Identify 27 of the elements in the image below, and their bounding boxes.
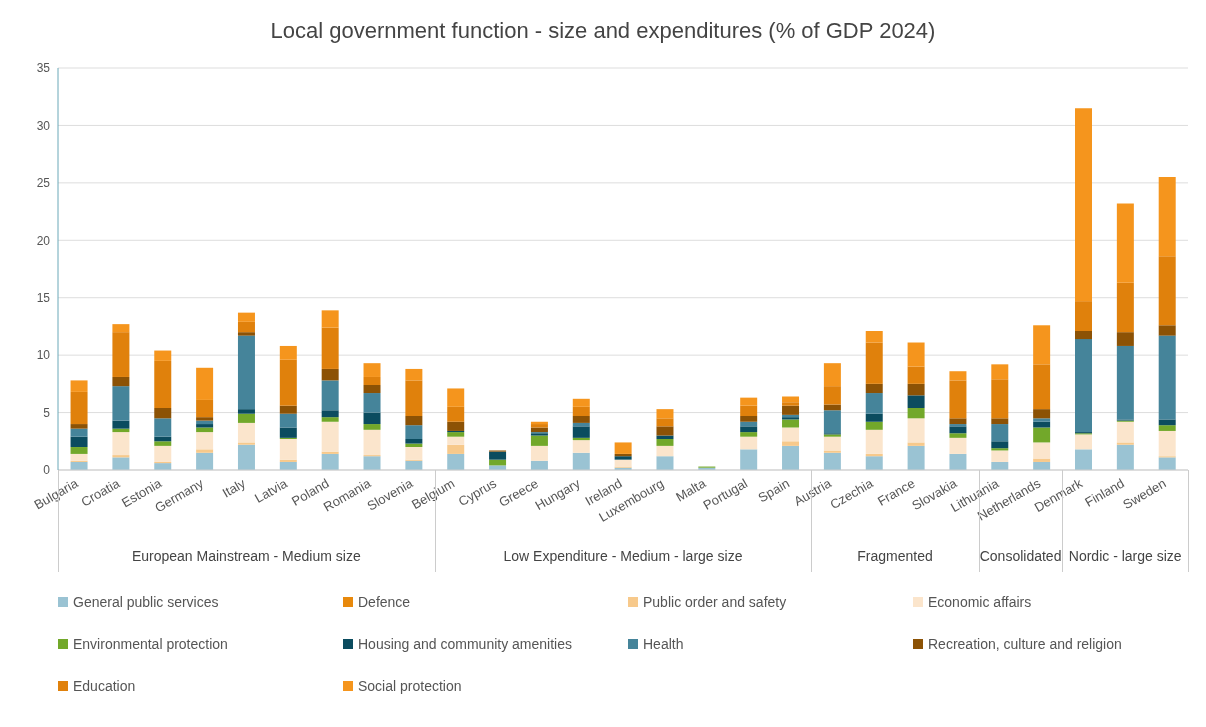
text: Consolidated	[978, 548, 1063, 564]
chart-title: Local government function - size and expenditures (% of GDP 2024)	[269, 17, 937, 45]
legend-label: Environmental protection	[73, 636, 228, 652]
y-tick-label: 15	[36, 290, 51, 305]
legend-label: Recreation, culture and religion	[928, 636, 1122, 652]
legend-label: Economic affairs	[928, 594, 1032, 610]
text: European Mainstream - Medium size	[130, 548, 362, 564]
y-tick-label: 5	[43, 405, 51, 420]
y-tick-label: 35	[36, 61, 51, 76]
y-tick-label: 0	[43, 463, 51, 478]
text: Nordic - large size	[1067, 548, 1183, 564]
legend-label: Social protection	[358, 678, 462, 694]
y-tick-label: 25	[36, 176, 51, 191]
y-tick-label: 30	[36, 118, 51, 133]
legend-label: Health	[643, 636, 684, 652]
legend-label: Housing and community amenities	[358, 636, 572, 652]
y-tick-label: 20	[36, 233, 51, 248]
x-tick-label: Italy	[219, 475, 249, 501]
legend-label: Public order and safety	[643, 594, 787, 610]
x-tick-label: Latvia	[252, 475, 291, 506]
legend-label: General public services	[73, 594, 219, 610]
text: Low Expenditure - Medium - large size	[502, 548, 744, 564]
x-tick-label: Spain	[755, 475, 792, 506]
y-tick-label: 10	[36, 348, 51, 363]
legend-label: Defence	[358, 594, 411, 610]
legend-label: Education	[73, 678, 136, 694]
text: Fragmented	[856, 548, 934, 564]
